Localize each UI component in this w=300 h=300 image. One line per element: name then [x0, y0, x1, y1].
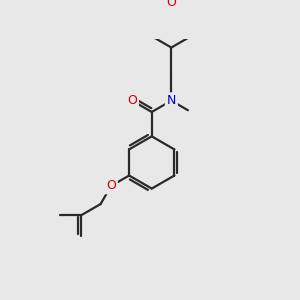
Text: O: O	[167, 0, 176, 9]
Text: N: N	[167, 94, 176, 107]
Text: O: O	[106, 179, 116, 193]
Text: O: O	[127, 94, 137, 107]
